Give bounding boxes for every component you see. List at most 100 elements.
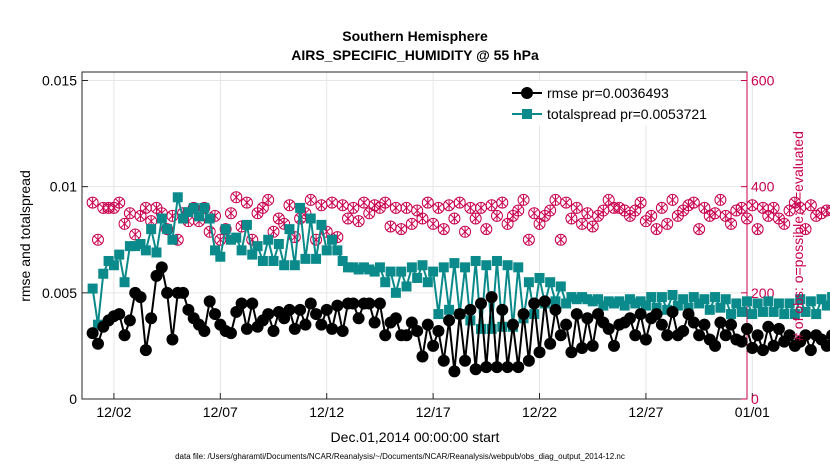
obs-possible-marker: [517, 193, 530, 206]
rmse-point: [177, 286, 190, 299]
rmse-point: [820, 339, 830, 352]
rmse-point: [421, 318, 434, 331]
totalspread-point: [252, 241, 263, 252]
obs-point: [544, 204, 557, 217]
chart-title: Southern Hemisphere: [342, 28, 488, 44]
totalspread-point: [183, 207, 194, 218]
rmse-point: [235, 297, 248, 310]
totalspread-point: [444, 304, 455, 315]
obs-point: [746, 199, 759, 212]
x-tick-label: 12/02: [96, 404, 131, 420]
totalspread-point: [210, 245, 220, 256]
rmse-point: [315, 318, 328, 331]
obs-point: [326, 196, 339, 209]
totalspread-point: [784, 298, 795, 309]
rmse-point: [608, 339, 620, 352]
totalspread-point: [470, 255, 481, 266]
rmse-point: [448, 365, 461, 378]
rmse-point: [549, 303, 562, 316]
totalspread-point: [795, 294, 806, 305]
rmse-point: [623, 312, 636, 325]
obs-point: [145, 215, 158, 228]
rmse-point: [735, 335, 748, 348]
obs-point: [432, 201, 445, 214]
data-file-footnote: data file: /Users/gharamti/Documents/NCA…: [175, 452, 625, 461]
obs-point: [363, 207, 376, 220]
totalspread-point: [300, 253, 311, 264]
rmse-point: [655, 318, 668, 331]
obs-point: [767, 201, 780, 214]
obs-possible-marker: [512, 204, 525, 217]
totalspread-point: [188, 202, 199, 213]
legend-spread-marker: [522, 109, 532, 119]
obs-point: [581, 207, 594, 220]
obs-point: [741, 212, 753, 225]
totalspread-point: [433, 309, 444, 320]
obs-possible-marker: [240, 196, 253, 209]
totalspread-point: [757, 306, 768, 317]
totalspread-point: [699, 294, 710, 305]
rmse-point: [352, 312, 365, 325]
rmse-point: [267, 325, 280, 338]
obs-point: [804, 199, 817, 212]
totalspread-point: [731, 298, 742, 309]
axis-ticks: 12/02 12/07 12/12 12/17 12/22 12/27 01/0100.00…: [42, 72, 775, 420]
rmse-point: [767, 339, 780, 352]
totalspread-point: [688, 292, 699, 303]
obs-possible-marker: [522, 233, 535, 246]
totalspread-point: [151, 247, 162, 258]
rmse-point: [331, 299, 344, 312]
obs-possible-marker: [198, 201, 211, 214]
rmse-point: [437, 354, 450, 367]
totalspread-point: [162, 224, 173, 235]
totalspread-point: [241, 219, 252, 230]
totalspread-point: [146, 224, 157, 235]
totalspread-point: [172, 192, 183, 203]
totalspread-point: [502, 260, 513, 271]
totalspread-point: [337, 255, 348, 266]
totalspread-point: [374, 262, 385, 273]
gridlines: [82, 72, 753, 400]
totalspread-point: [348, 262, 359, 273]
totalspread-point: [311, 253, 322, 264]
obs-possible-marker: [214, 233, 227, 246]
y-tick-label: 0.015: [42, 72, 77, 88]
rmse-point: [155, 261, 168, 274]
totalspread-point: [422, 277, 433, 288]
rmse-point: [453, 308, 466, 321]
obs-point: [687, 196, 700, 209]
obs-possible-marker: [751, 223, 764, 236]
rmse-point: [400, 329, 413, 342]
totalspread-point: [412, 272, 423, 283]
legend-rmse-marker: [521, 87, 533, 99]
totalspread-point: [380, 277, 391, 288]
obs-point: [778, 217, 791, 230]
obs-point: [554, 233, 567, 246]
obs-possible-marker: [129, 228, 142, 241]
obs-point: [405, 217, 418, 230]
obs-point: [262, 193, 275, 206]
rmse-point: [666, 305, 679, 318]
obs-point: [560, 196, 573, 209]
obs-point: [139, 201, 152, 214]
totalspread-point: [593, 294, 604, 305]
rmse-point: [501, 361, 514, 374]
obs-point: [719, 209, 732, 222]
rmse-point: [586, 339, 599, 352]
totalspread-point: [555, 281, 566, 292]
rmse-point: [576, 342, 589, 355]
obs-possible-marker: [278, 217, 291, 230]
obs-possible-marker: [650, 223, 663, 236]
obs-point: [634, 196, 647, 209]
obs-possible-marker: [203, 225, 216, 238]
rmse-point: [634, 308, 647, 321]
totalspread-point: [406, 262, 417, 273]
totalspread-point: [513, 262, 524, 273]
y-tick-label: 0.005: [42, 285, 77, 301]
totalspread-point: [805, 296, 816, 307]
totalspread-point: [789, 309, 800, 320]
x-tick-label: 12/22: [522, 404, 557, 420]
obs-point: [756, 201, 769, 214]
totalspread-point: [640, 300, 651, 311]
rmse-point: [560, 318, 573, 331]
